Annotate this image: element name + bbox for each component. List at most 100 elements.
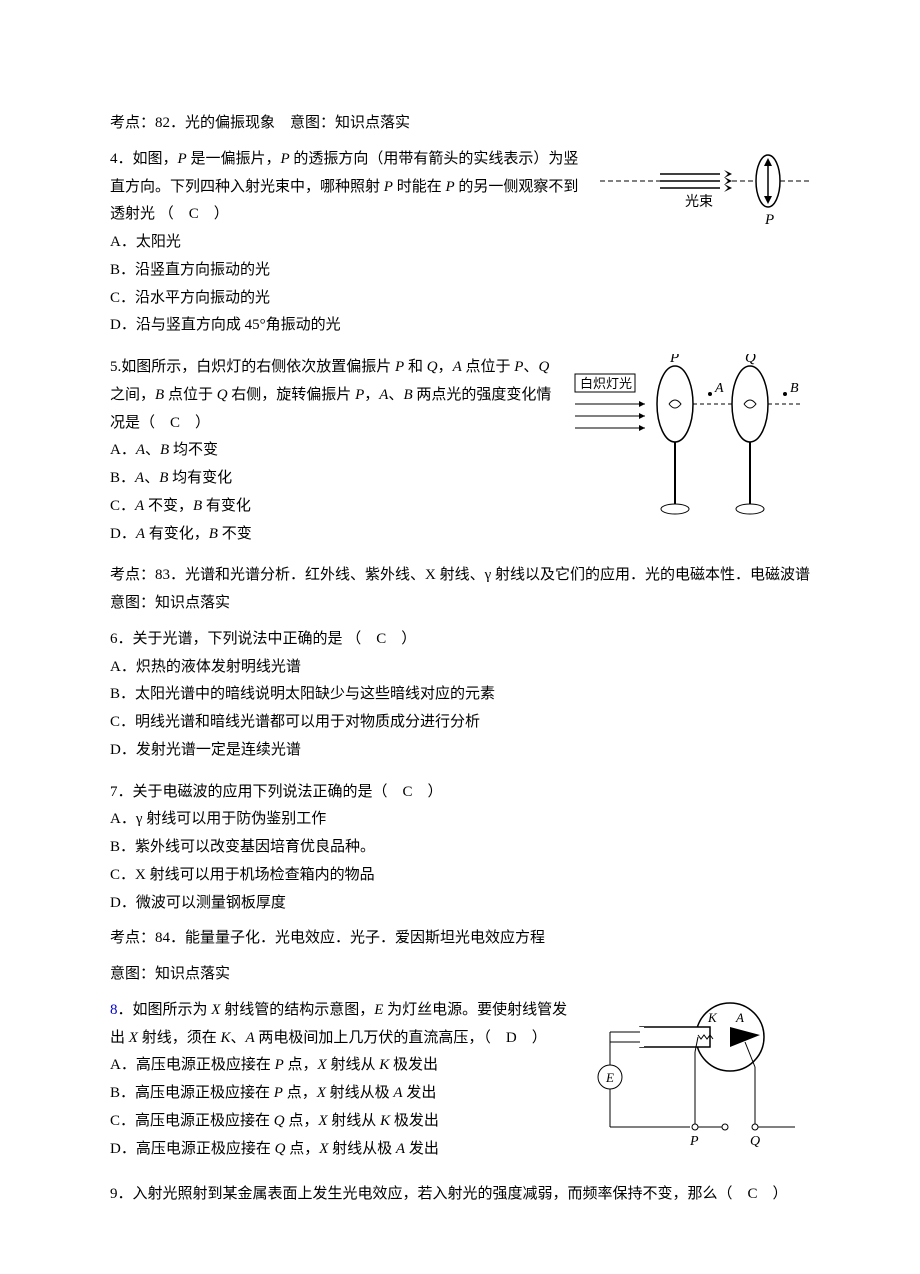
v: B <box>209 526 218 542</box>
q6-optC: C．明线光谱和暗线光谱都可以用于对物质成分进行分析 <box>110 709 810 737</box>
q5-figure: 白炽灯光 P Q A B <box>560 354 810 534</box>
t: ．如图所示为 <box>118 1002 212 1018</box>
fig-P-label: P <box>764 212 774 228</box>
v: Q <box>217 387 228 403</box>
q9-answer: C <box>748 1186 758 1202</box>
topic-84-header: 考点：84．能量量子化．光电效应．光子．爱因斯坦光电效应方程 <box>110 925 810 953</box>
t: 、 <box>388 387 403 403</box>
v: Q <box>274 1113 285 1129</box>
v: A <box>396 1141 405 1157</box>
v: X <box>129 1030 138 1046</box>
t: A． <box>110 442 136 458</box>
topic-83-header: 考点：83．光谱和光谱分析．红外线、紫外线、X 射线、γ 射线以及它们的应用．光… <box>110 562 810 618</box>
v: B <box>155 387 164 403</box>
v: P <box>355 387 364 403</box>
t: C．高压电源正极应接在 <box>110 1113 274 1129</box>
q8-optD: D．高压电源正极应接在 Q 点，X 射线从极 A 发出 <box>110 1136 570 1164</box>
t: 点位于 <box>164 387 217 403</box>
var-P: P <box>178 151 187 167</box>
t: 右侧，旋转偏振片 <box>228 387 356 403</box>
t: 不变， <box>144 498 193 514</box>
t: D． <box>110 526 136 542</box>
t: 点位于 <box>462 359 515 375</box>
t: A．高压电源正极应接在 <box>110 1057 275 1073</box>
t: 4．如图， <box>110 151 178 167</box>
q7-optC: C．X 射线可以用于机场检查箱内的物品 <box>110 862 810 890</box>
v: X <box>318 1057 327 1073</box>
var-P: P <box>445 179 454 195</box>
v: A <box>393 1085 402 1101</box>
q8-optA: A．高压电源正极应接在 P 点，X 射线从 K 极发出 <box>110 1052 570 1080</box>
t: ， <box>438 359 453 375</box>
question-4: 4．如图，P 是一偏振片，P 的透振方向（用带有箭头的实线表示）为竖直方向。下列… <box>110 146 810 340</box>
q5-stem: 5.如图所示，白炽灯的右侧依次放置偏振片 P 和 Q，A 点位于 P、Q 之间，… <box>110 354 560 437</box>
t: 、 <box>145 442 160 458</box>
question-7: 7．关于电磁波的应用下列说法正确的是（ C ） A．γ 射线可以用于防伪鉴别工作… <box>110 779 810 918</box>
question-8: 8．如图所示为 X 射线管的结构示意图，E 为灯丝电源。要使射线管发出 X 射线… <box>110 997 810 1167</box>
t: 5.如图所示，白炽灯的右侧依次放置偏振片 <box>110 359 395 375</box>
v: P <box>395 359 404 375</box>
q4-answer: C <box>189 206 199 222</box>
t: 、 <box>144 470 159 486</box>
v: K <box>220 1030 230 1046</box>
t: 点， <box>285 1113 319 1129</box>
t: 有变化 <box>202 498 251 514</box>
v: P <box>275 1057 284 1073</box>
q7-answer: C <box>403 784 413 800</box>
t: 发出 <box>403 1085 437 1101</box>
q8-stem: 8．如图所示为 X 射线管的结构示意图，E 为灯丝电源。要使射线管发出 X 射线… <box>110 997 570 1053</box>
v: A <box>136 526 145 542</box>
v: E <box>374 1002 383 1018</box>
t: 6．关于光谱，下列说法中正确的是 （ <box>110 631 376 647</box>
t: 点， <box>283 1085 317 1101</box>
t: 射线从极 <box>326 1085 394 1101</box>
v: X <box>318 1113 327 1129</box>
q6-optA: A．炽热的液体发射明线光谱 <box>110 654 810 682</box>
q8-num: 8 <box>110 1002 118 1018</box>
v: B <box>193 498 202 514</box>
t: 点， <box>284 1057 318 1073</box>
t: B． <box>110 470 135 486</box>
t: 是一偏振片， <box>187 151 281 167</box>
topic-82-header: 考点：82．光的偏振现象 意图：知识点落实 <box>110 110 810 138</box>
v: X <box>319 1141 328 1157</box>
t: 、 <box>230 1030 245 1046</box>
v: A <box>136 442 145 458</box>
t: 点， <box>285 1141 319 1157</box>
question-5: 5.如图所示，白炽灯的右侧依次放置偏振片 P 和 Q，A 点位于 P、Q 之间，… <box>110 354 810 548</box>
fig-Q: Q <box>745 354 756 366</box>
q9-stem: 9．入射光照射到某金属表面上发生光电效应，若入射光的强度减弱，而频率保持不变，那… <box>110 1181 810 1209</box>
t: ） <box>517 1030 547 1046</box>
v: X <box>317 1085 326 1101</box>
t: 均不变 <box>169 442 218 458</box>
t: 两电极间加上几万伏的直流高压，（ <box>255 1030 506 1046</box>
q6-answer: C <box>376 631 386 647</box>
t: 均有变化 <box>168 470 232 486</box>
t: 射线，须在 <box>138 1030 221 1046</box>
t: ） <box>386 631 416 647</box>
fig-P: P <box>689 1134 699 1149</box>
t: 发出 <box>405 1141 439 1157</box>
q5-optC: C．A 不变，B 有变化 <box>110 493 560 521</box>
t: 7．关于电磁波的应用下列说法正确的是（ <box>110 784 403 800</box>
t: 射线从极 <box>328 1141 396 1157</box>
t: 9．入射光照射到某金属表面上发生光电效应，若入射光的强度减弱，而频率保持不变，那… <box>110 1186 748 1202</box>
t: ） <box>758 1186 788 1202</box>
t: 时能在 <box>393 179 446 195</box>
v: A <box>135 470 144 486</box>
q4-figure: 光束 P <box>590 146 810 236</box>
v: B <box>159 470 168 486</box>
fig-beam-label: 光束 <box>685 194 713 210</box>
q4-stem: 4．如图，P 是一偏振片，P 的透振方向（用带有箭头的实线表示）为竖直方向。下列… <box>110 146 590 229</box>
var-P: P <box>384 179 393 195</box>
v: K <box>379 1057 389 1073</box>
t: 不变 <box>218 526 252 542</box>
fig-E: E <box>605 1070 614 1085</box>
v: A <box>135 498 144 514</box>
t: 射线从 <box>327 1057 380 1073</box>
v: Q <box>275 1141 286 1157</box>
q8-optB: B．高压电源正极应接在 P 点，X 射线从极 A 发出 <box>110 1080 570 1108</box>
t: 极发出 <box>389 1057 438 1073</box>
t: 射线从 <box>328 1113 381 1129</box>
q5-answer: C <box>170 415 180 431</box>
